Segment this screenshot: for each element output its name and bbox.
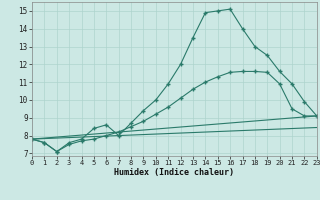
X-axis label: Humidex (Indice chaleur): Humidex (Indice chaleur): [115, 168, 234, 177]
